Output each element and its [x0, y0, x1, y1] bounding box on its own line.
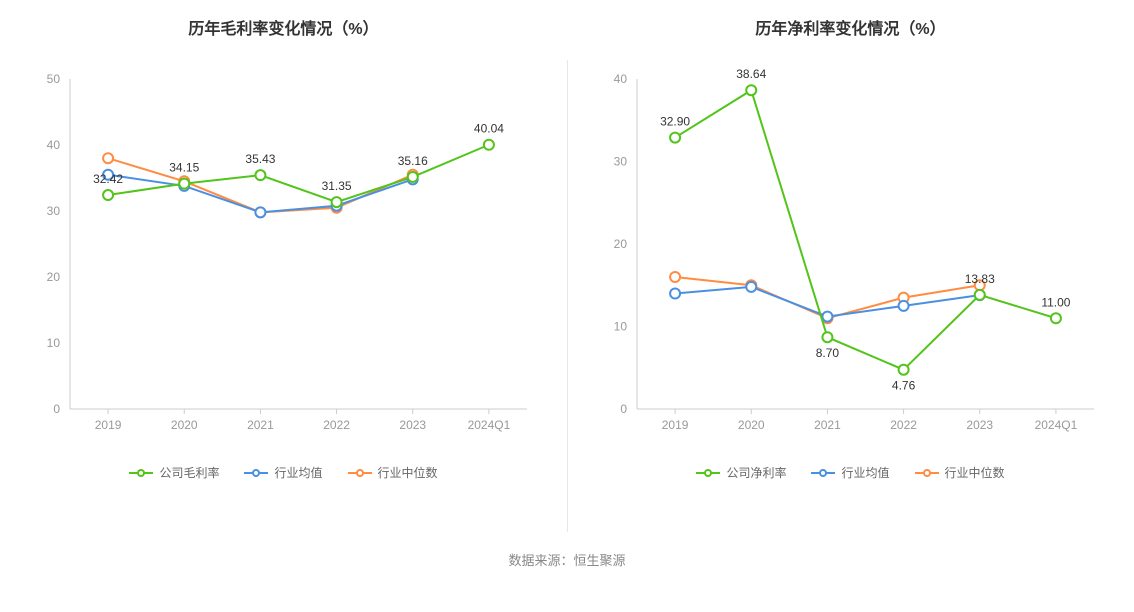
legend-label: 公司净利率	[726, 464, 786, 481]
right-chart-legend: 公司净利率 行业均值 行业中位数	[587, 464, 1114, 481]
svg-text:2023: 2023	[399, 418, 426, 432]
chart-divider	[567, 60, 568, 532]
right-chart-svg: 0 10 20 30 40 2019 2020 2021 2022 2023 2024Q1 32.90…	[587, 49, 1114, 449]
svg-text:20: 20	[47, 270, 61, 284]
svg-text:2024Q1: 2024Q1	[1035, 418, 1078, 432]
svg-text:10: 10	[614, 320, 628, 334]
svg-text:13.83: 13.83	[965, 272, 995, 286]
right-chart-panel: 历年净利率变化情况（%） 0 10 20 30 40 2019 2020 2021 2022 20…	[567, 0, 1134, 540]
svg-text:2022: 2022	[323, 418, 350, 432]
svg-text:2019: 2019	[662, 418, 689, 432]
legend-item: 行业均值	[244, 464, 322, 481]
legend-item: 公司毛利率	[129, 464, 219, 481]
data-source-label: 数据来源：恒生聚源	[0, 550, 1134, 569]
svg-text:10: 10	[47, 336, 61, 350]
legend-marker-icon	[244, 468, 268, 478]
legend-item: 行业均值	[811, 464, 889, 481]
svg-text:32.90: 32.90	[660, 115, 690, 129]
svg-text:4.76: 4.76	[892, 379, 916, 393]
svg-text:0: 0	[620, 402, 627, 416]
svg-text:40: 40	[47, 138, 61, 152]
legend-item: 行业中位数	[915, 464, 1005, 481]
svg-text:34.15: 34.15	[169, 161, 199, 175]
svg-text:8.70: 8.70	[816, 346, 840, 360]
legend-marker-icon	[129, 468, 153, 478]
svg-text:2024Q1: 2024Q1	[468, 418, 511, 432]
svg-text:2020: 2020	[738, 418, 765, 432]
legend-label: 行业中位数	[378, 464, 438, 481]
svg-text:38.64: 38.64	[736, 67, 766, 81]
svg-text:40.04: 40.04	[474, 122, 504, 136]
svg-text:35.43: 35.43	[245, 152, 275, 166]
svg-text:30: 30	[614, 155, 628, 169]
right-chart-title: 历年净利率变化情况（%）	[587, 15, 1114, 39]
legend-label: 行业中位数	[945, 464, 1005, 481]
legend-marker-icon	[811, 468, 835, 478]
svg-text:30: 30	[47, 204, 61, 218]
left-chart-area: 0 10 20 30 40 50 2019 2020 2021 2022 2023 2024Q1 32.…	[20, 49, 547, 449]
svg-text:35.16: 35.16	[398, 154, 428, 168]
svg-text:0: 0	[53, 402, 60, 416]
svg-text:31.35: 31.35	[322, 179, 352, 193]
legend-item: 行业中位数	[348, 464, 438, 481]
legend-label: 行业均值	[274, 464, 322, 481]
legend-label: 公司毛利率	[159, 464, 219, 481]
legend-marker-icon	[696, 468, 720, 478]
svg-text:2023: 2023	[966, 418, 993, 432]
svg-text:2021: 2021	[814, 418, 841, 432]
svg-text:50: 50	[47, 72, 61, 86]
left-chart-title: 历年毛利率变化情况（%）	[20, 15, 547, 39]
left-chart-legend: 公司毛利率 行业均值 行业中位数	[20, 464, 547, 481]
svg-text:40: 40	[614, 72, 628, 86]
left-chart-svg: 0 10 20 30 40 50 2019 2020 2021 2022 2023 2024Q1 32.…	[20, 49, 547, 449]
svg-text:2021: 2021	[247, 418, 274, 432]
svg-text:2019: 2019	[95, 418, 122, 432]
legend-marker-icon	[348, 468, 372, 478]
svg-text:2020: 2020	[171, 418, 198, 432]
svg-text:32.42: 32.42	[93, 172, 123, 186]
legend-label: 行业均值	[841, 464, 889, 481]
right-chart-area: 0 10 20 30 40 2019 2020 2021 2022 2023 2024Q1 32.90…	[587, 49, 1114, 449]
svg-text:2022: 2022	[890, 418, 917, 432]
left-chart-panel: 历年毛利率变化情况（%） 0 10 20 30 40 50 2019 2020 2021 2022…	[0, 0, 567, 540]
legend-item: 公司净利率	[696, 464, 786, 481]
legend-marker-icon	[915, 468, 939, 478]
svg-text:20: 20	[614, 237, 628, 251]
svg-text:11.00: 11.00	[1041, 295, 1070, 309]
